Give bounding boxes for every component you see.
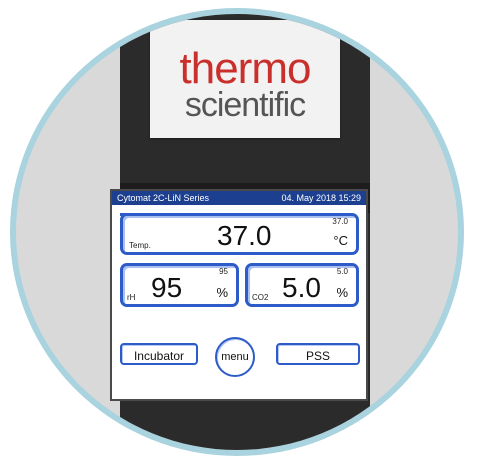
co2-label: CO2 [252,293,269,302]
humidity-panel[interactable]: rH 95 95 % [120,263,239,307]
temperature-setpoint: 37.0 [332,217,348,226]
temperature-panel[interactable]: Temp. 37.0 37.0 °C [120,213,359,255]
temperature-value: 37.0 [217,220,272,251]
humidity-label: rH [127,293,136,302]
brand-line-1: thermo [179,44,312,93]
co2-panel[interactable]: CO2 5.0 5.0 % [245,263,359,307]
co2-unit: % [336,285,348,300]
temperature-label: Temp. [129,241,151,250]
brand-line-2: scientific [184,86,306,124]
temperature-unit: °C [333,233,348,248]
incubator-button[interactable]: Incubator [120,343,198,365]
control-screen: Cytomat 2C-LiN Series 04. May 2018 15:29… [110,189,368,401]
humidity-setpoint: 95 [219,267,228,276]
humidity-unit: % [216,285,228,300]
brand-plate: thermo scientific [150,20,340,138]
screen-titlebar: Cytomat 2C-LiN Series 04. May 2018 15:29 [112,191,366,205]
product-name: Cytomat 2C-LiN Series [117,193,210,203]
co2-setpoint: 5.0 [336,267,348,276]
date-time: 04. May 2018 15:29 [281,193,361,203]
menu-button[interactable]: menu [215,337,255,377]
humidity-value: 95 [151,272,183,303]
pss-button[interactable]: PSS [276,343,360,365]
co2-value: 5.0 [282,272,321,303]
